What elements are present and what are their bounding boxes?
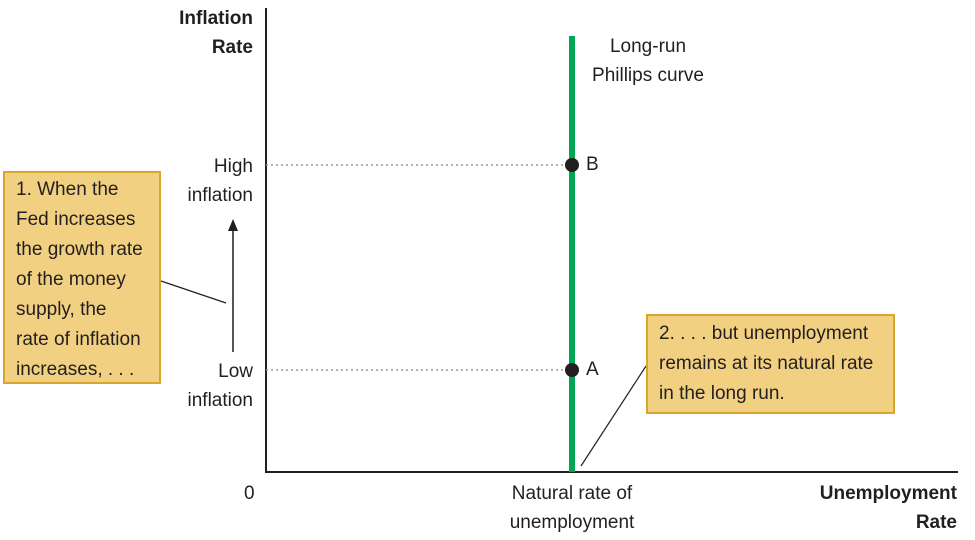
note-2-pointer [580, 365, 647, 467]
origin-label: 0 [244, 483, 255, 504]
note-2-line-3: in the long run. [659, 383, 785, 404]
low-inflation-label-line-1: Low [218, 361, 253, 382]
natural-rate-label-line-1: Natural rate of [511, 483, 633, 504]
note-1-pointer [160, 280, 227, 304]
note-1-line-2: Fed increases [16, 209, 136, 230]
note-2-line-2: remains at its natural rate [659, 353, 874, 374]
note-1-line-7: increases, . . . [16, 359, 135, 380]
arrow-head-icon [228, 219, 238, 231]
curve-label-line-2: Phillips curve [592, 65, 704, 86]
high-inflation-label-line-1: High [213, 156, 253, 177]
x-axis-title-line-1: Unemployment [819, 483, 957, 504]
point-a-label: A [586, 359, 599, 380]
curve-label-line-1: Long-run [609, 36, 687, 57]
note-1-line-3: the growth rate [16, 239, 143, 260]
low-inflation-label-line-2: inflation [187, 390, 254, 411]
note-1-box: 1. When the Fed increases the growth rat… [3, 171, 161, 384]
note-2-box: 2. . . . but unemployment remains at its… [646, 314, 895, 414]
note-1-line-4: of the money [16, 269, 126, 290]
note-2-line-1: 2. . . . but unemployment [659, 323, 869, 344]
y-axis-title: Inflation Rate [179, 4, 253, 62]
y-axis-title-line-2: Rate [211, 37, 253, 58]
high-inflation-label: High inflation [188, 152, 254, 210]
natural-rate-label-line-2: unemployment [509, 512, 635, 533]
high-inflation-label-line-2: inflation [187, 185, 254, 206]
x-axis-title: Unemployment Rate [820, 479, 957, 537]
point-b-marker [565, 158, 579, 172]
point-b-label: B [586, 154, 599, 175]
note-1-line-1: 1. When the [16, 179, 119, 200]
note-1-line-5: supply, the [16, 299, 107, 320]
note-1-line-6: rate of inflation [16, 329, 141, 350]
natural-rate-label: Natural rate of unemployment [492, 479, 652, 537]
point-a-marker [565, 363, 579, 377]
low-inflation-label: Low inflation [188, 357, 254, 415]
curve-label: Long-run Phillips curve [582, 32, 714, 90]
x-axis-title-line-2: Rate [915, 512, 957, 533]
y-axis-title-line-1: Inflation [179, 8, 253, 29]
